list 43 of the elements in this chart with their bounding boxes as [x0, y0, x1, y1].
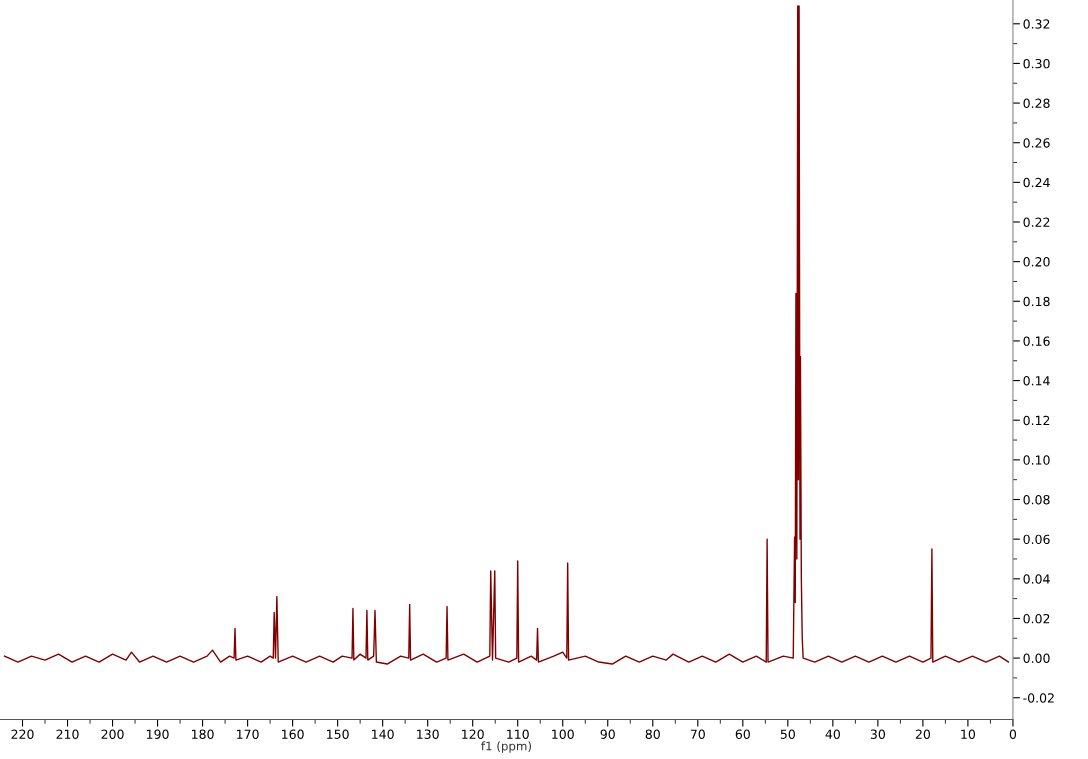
y-tick-label: 0.12: [1023, 415, 1050, 426]
line-series: [3, 5, 1010, 665]
x-tick-label: 120: [462, 729, 484, 739]
x-tick-label: 70: [690, 729, 705, 739]
x-tick-label: 220: [11, 729, 34, 739]
x-tick-label: 30: [870, 729, 885, 739]
x-tick-label: 100: [552, 729, 574, 739]
x-tick-label: 200: [101, 729, 124, 739]
x-tick-label: 160: [282, 729, 304, 739]
x-tick-label: 0: [1009, 729, 1017, 739]
y-tick-label: 0.00: [1023, 653, 1050, 664]
y-tick-label: 0.16: [1023, 336, 1050, 346]
y-tick-label: 0.18: [1023, 296, 1050, 307]
x-tick-label: 20: [915, 729, 931, 739]
x-tick-label: 180: [192, 729, 214, 739]
x-tick-label: 210: [56, 729, 79, 739]
y-tick-label: -0.02: [1023, 693, 1054, 703]
x-tick-label: 190: [147, 729, 169, 739]
x-axis-title: f1 (ppm): [481, 741, 532, 753]
x-tick-label: 10: [961, 729, 976, 739]
y-tick-label: 0.10: [1023, 455, 1050, 465]
x-tick-label: 110: [507, 729, 529, 739]
x-tick-label: 140: [372, 729, 394, 739]
y-tick-label: 0.22: [1023, 217, 1050, 227]
y-tick-label: 0.02: [1023, 613, 1050, 624]
x-tick-label: 50: [780, 729, 795, 739]
y-tick-label: 0.14: [1023, 376, 1050, 386]
x-tick-label: 130: [417, 729, 439, 739]
y-tick-label: 0.04: [1023, 574, 1050, 584]
y-tick-label: 0.28: [1023, 98, 1050, 108]
x-tick-label: 170: [237, 729, 259, 739]
y-tick-label: 0.24: [1023, 177, 1050, 188]
x-tick-label: 60: [735, 729, 750, 739]
x-tick-label: 80: [645, 729, 660, 739]
y-tick-label: 0.26: [1023, 138, 1050, 148]
x-tick-label: 150: [327, 729, 349, 739]
y-tick-label: 0.20: [1023, 257, 1050, 267]
x-tick-label: 40: [825, 729, 840, 739]
y-tick-label: 0.30: [1023, 58, 1050, 69]
x-tick-label: 90: [600, 729, 615, 739]
y-tick-label: 0.32: [1023, 19, 1050, 29]
y-tick-label: 0.06: [1023, 534, 1050, 545]
y-tick-label: 0.08: [1023, 494, 1050, 505]
